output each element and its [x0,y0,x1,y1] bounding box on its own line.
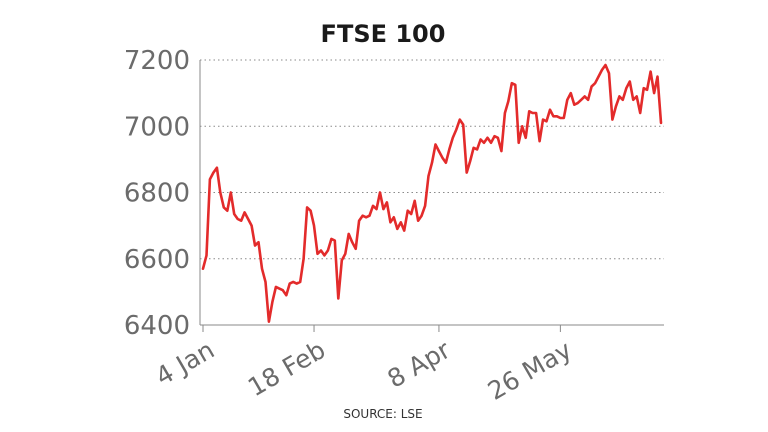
y-tick-6800: 6800 [124,179,190,209]
source-note: SOURCE: LSE [343,407,422,421]
y-tick-6600: 6600 [124,245,190,275]
y-tick-7000: 7000 [124,112,190,142]
x-tick-label-1: 18 Feb [243,335,330,402]
ftse-series-line [201,63,663,324]
y-axis-tick-labels: 6400 6600 6800 7000 7200 [124,46,190,341]
chart-title: FTSE 100 [321,20,446,48]
x-tick-label-2: 8 Apr [383,335,456,394]
y-tick-6400: 6400 [124,311,190,341]
x-axis-tick-labels: 4 Jan 18 Feb 8 Apr 26 May [151,325,577,406]
gridlines [199,59,664,326]
series-layer [201,63,663,324]
x-tick-label-3: 26 May [483,335,577,406]
y-tick-7200: 7200 [124,46,190,76]
x-tick-label-0: 4 Jan [151,335,220,391]
